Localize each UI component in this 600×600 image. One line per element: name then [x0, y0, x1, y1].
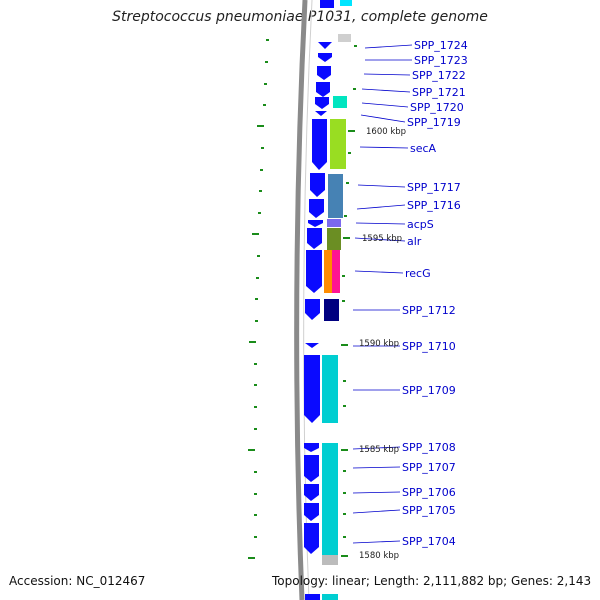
cog-feature	[324, 299, 339, 321]
cog-feature	[330, 119, 346, 169]
cog-feature	[327, 219, 341, 227]
scale-label: 1585 kbp	[359, 445, 399, 455]
cog-feature	[333, 96, 347, 108]
gene-label[interactable]: SPP_1720	[410, 101, 464, 114]
gene-feature	[308, 220, 323, 227]
scale-label: 1580 kbp	[359, 551, 399, 561]
cog-feature	[328, 174, 343, 218]
gene-feature-bottom-partial	[305, 594, 320, 600]
genome-title: Streptococcus pneumoniae P1031, complete…	[112, 9, 488, 25]
right-marker-ticks	[341, 45, 357, 557]
gene-label[interactable]: SPP_1709	[402, 384, 456, 397]
scale-label: 1600 kbp	[366, 127, 406, 137]
gene-label[interactable]: recG	[405, 267, 431, 280]
gene-feature	[304, 484, 319, 501]
gene-label[interactable]: SPP_1704	[402, 535, 456, 548]
gene-label[interactable]: SPP_1706	[402, 486, 456, 499]
cog-feature	[322, 443, 338, 555]
cog-feature	[332, 250, 340, 293]
gene-feature	[318, 42, 332, 49]
accession-text: Accession: NC_012467	[9, 574, 146, 588]
gene-feature	[306, 250, 322, 293]
gene-label[interactable]: SPP_1712	[402, 304, 456, 317]
gene-feature	[316, 82, 330, 97]
cog-feature	[340, 0, 352, 6]
gene-feature	[304, 455, 319, 482]
scale-label: 1595 kbp	[362, 234, 402, 244]
gene-label[interactable]: SPP_1710	[402, 340, 456, 353]
gene-feature	[304, 443, 319, 452]
scale-label: 1590 kbp	[359, 339, 399, 349]
gene-label[interactable]: secA	[410, 142, 437, 155]
gene-feature	[304, 503, 319, 521]
genome-backbone	[294, 0, 308, 600]
gene-label[interactable]: acpS	[407, 218, 434, 231]
gene-label[interactable]: SPP_1707	[402, 461, 456, 474]
gene-feature	[310, 173, 325, 197]
gene-label[interactable]: alr	[407, 235, 422, 248]
cog-features	[322, 0, 352, 600]
gene-feature	[312, 119, 327, 170]
cog-feature	[322, 355, 338, 423]
gene-label[interactable]: SPP_1724	[414, 39, 468, 52]
cog-feature	[322, 555, 338, 565]
cog-feature	[324, 250, 332, 293]
gene-feature	[305, 299, 320, 320]
gene-feature	[315, 111, 327, 116]
gene-label[interactable]: SPP_1719	[407, 116, 461, 129]
gene-feature-top-partial	[320, 0, 334, 8]
strand-features	[304, 0, 334, 600]
topology-text: Topology: linear; Length: 2,111,882 bp; …	[272, 574, 592, 588]
cog-feature	[327, 228, 341, 250]
gene-label[interactable]: SPP_1716	[407, 199, 461, 212]
gene-label[interactable]: SPP_1717	[407, 181, 461, 194]
gene-feature	[304, 523, 319, 554]
label-leader-lines	[352, 44, 413, 544]
gene-feature	[318, 53, 332, 62]
left-marker-ticks	[248, 39, 269, 559]
gene-label[interactable]: SPP_1723	[414, 54, 468, 67]
cog-feature	[338, 34, 351, 42]
gene-feature	[309, 199, 324, 218]
gene-feature	[307, 228, 322, 249]
gene-feature	[305, 343, 319, 348]
cog-feature	[322, 594, 338, 600]
gene-feature	[304, 355, 320, 423]
gene-label[interactable]: SPP_1708	[402, 441, 456, 454]
gene-feature	[317, 66, 331, 80]
gene-label[interactable]: SPP_1721	[412, 86, 466, 99]
gene-label[interactable]: SPP_1722	[412, 69, 466, 82]
gene-label[interactable]: SPP_1705	[402, 504, 456, 517]
gene-feature	[315, 97, 329, 109]
